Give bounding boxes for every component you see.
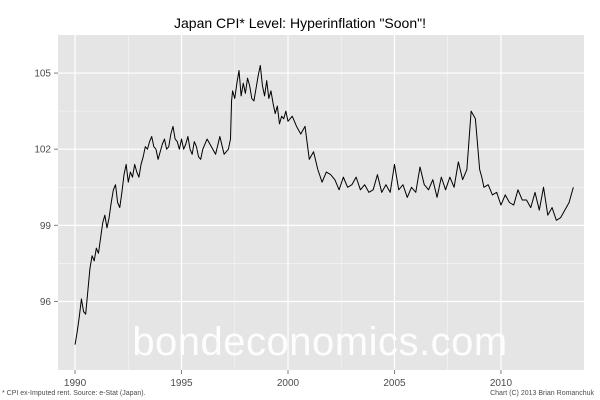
series-group (74, 64, 574, 345)
x-tick-label: 1995 (170, 378, 193, 389)
chart-title: Japan CPI* Level: Hyperinflation "Soon"! (174, 15, 426, 31)
minor-gridlines (58, 35, 584, 370)
y-tick-label: 105 (34, 69, 51, 80)
x-tick-label: 1990 (64, 378, 87, 389)
credit-note: Chart (C) 2013 Brian Romanchuk (490, 390, 594, 397)
x-tick-label: 2010 (490, 378, 513, 389)
footnote: * CPI ex-Imputed rent. Source: e-Stat (J… (2, 390, 146, 397)
series-line (74, 64, 574, 345)
y-axis: 96 99 102 105 (34, 69, 58, 308)
major-gridlines (58, 35, 584, 370)
y-tick-label: 96 (40, 297, 52, 308)
plot-panel (58, 35, 584, 370)
x-tick-label: 2000 (277, 378, 300, 389)
watermark: bondeconomics.com (132, 320, 507, 364)
x-tick-label: 2005 (383, 378, 406, 389)
x-axis: 1990 1995 2000 2005 2010 (64, 370, 513, 389)
y-tick-label: 102 (34, 145, 51, 156)
y-tick-label: 99 (40, 221, 52, 232)
